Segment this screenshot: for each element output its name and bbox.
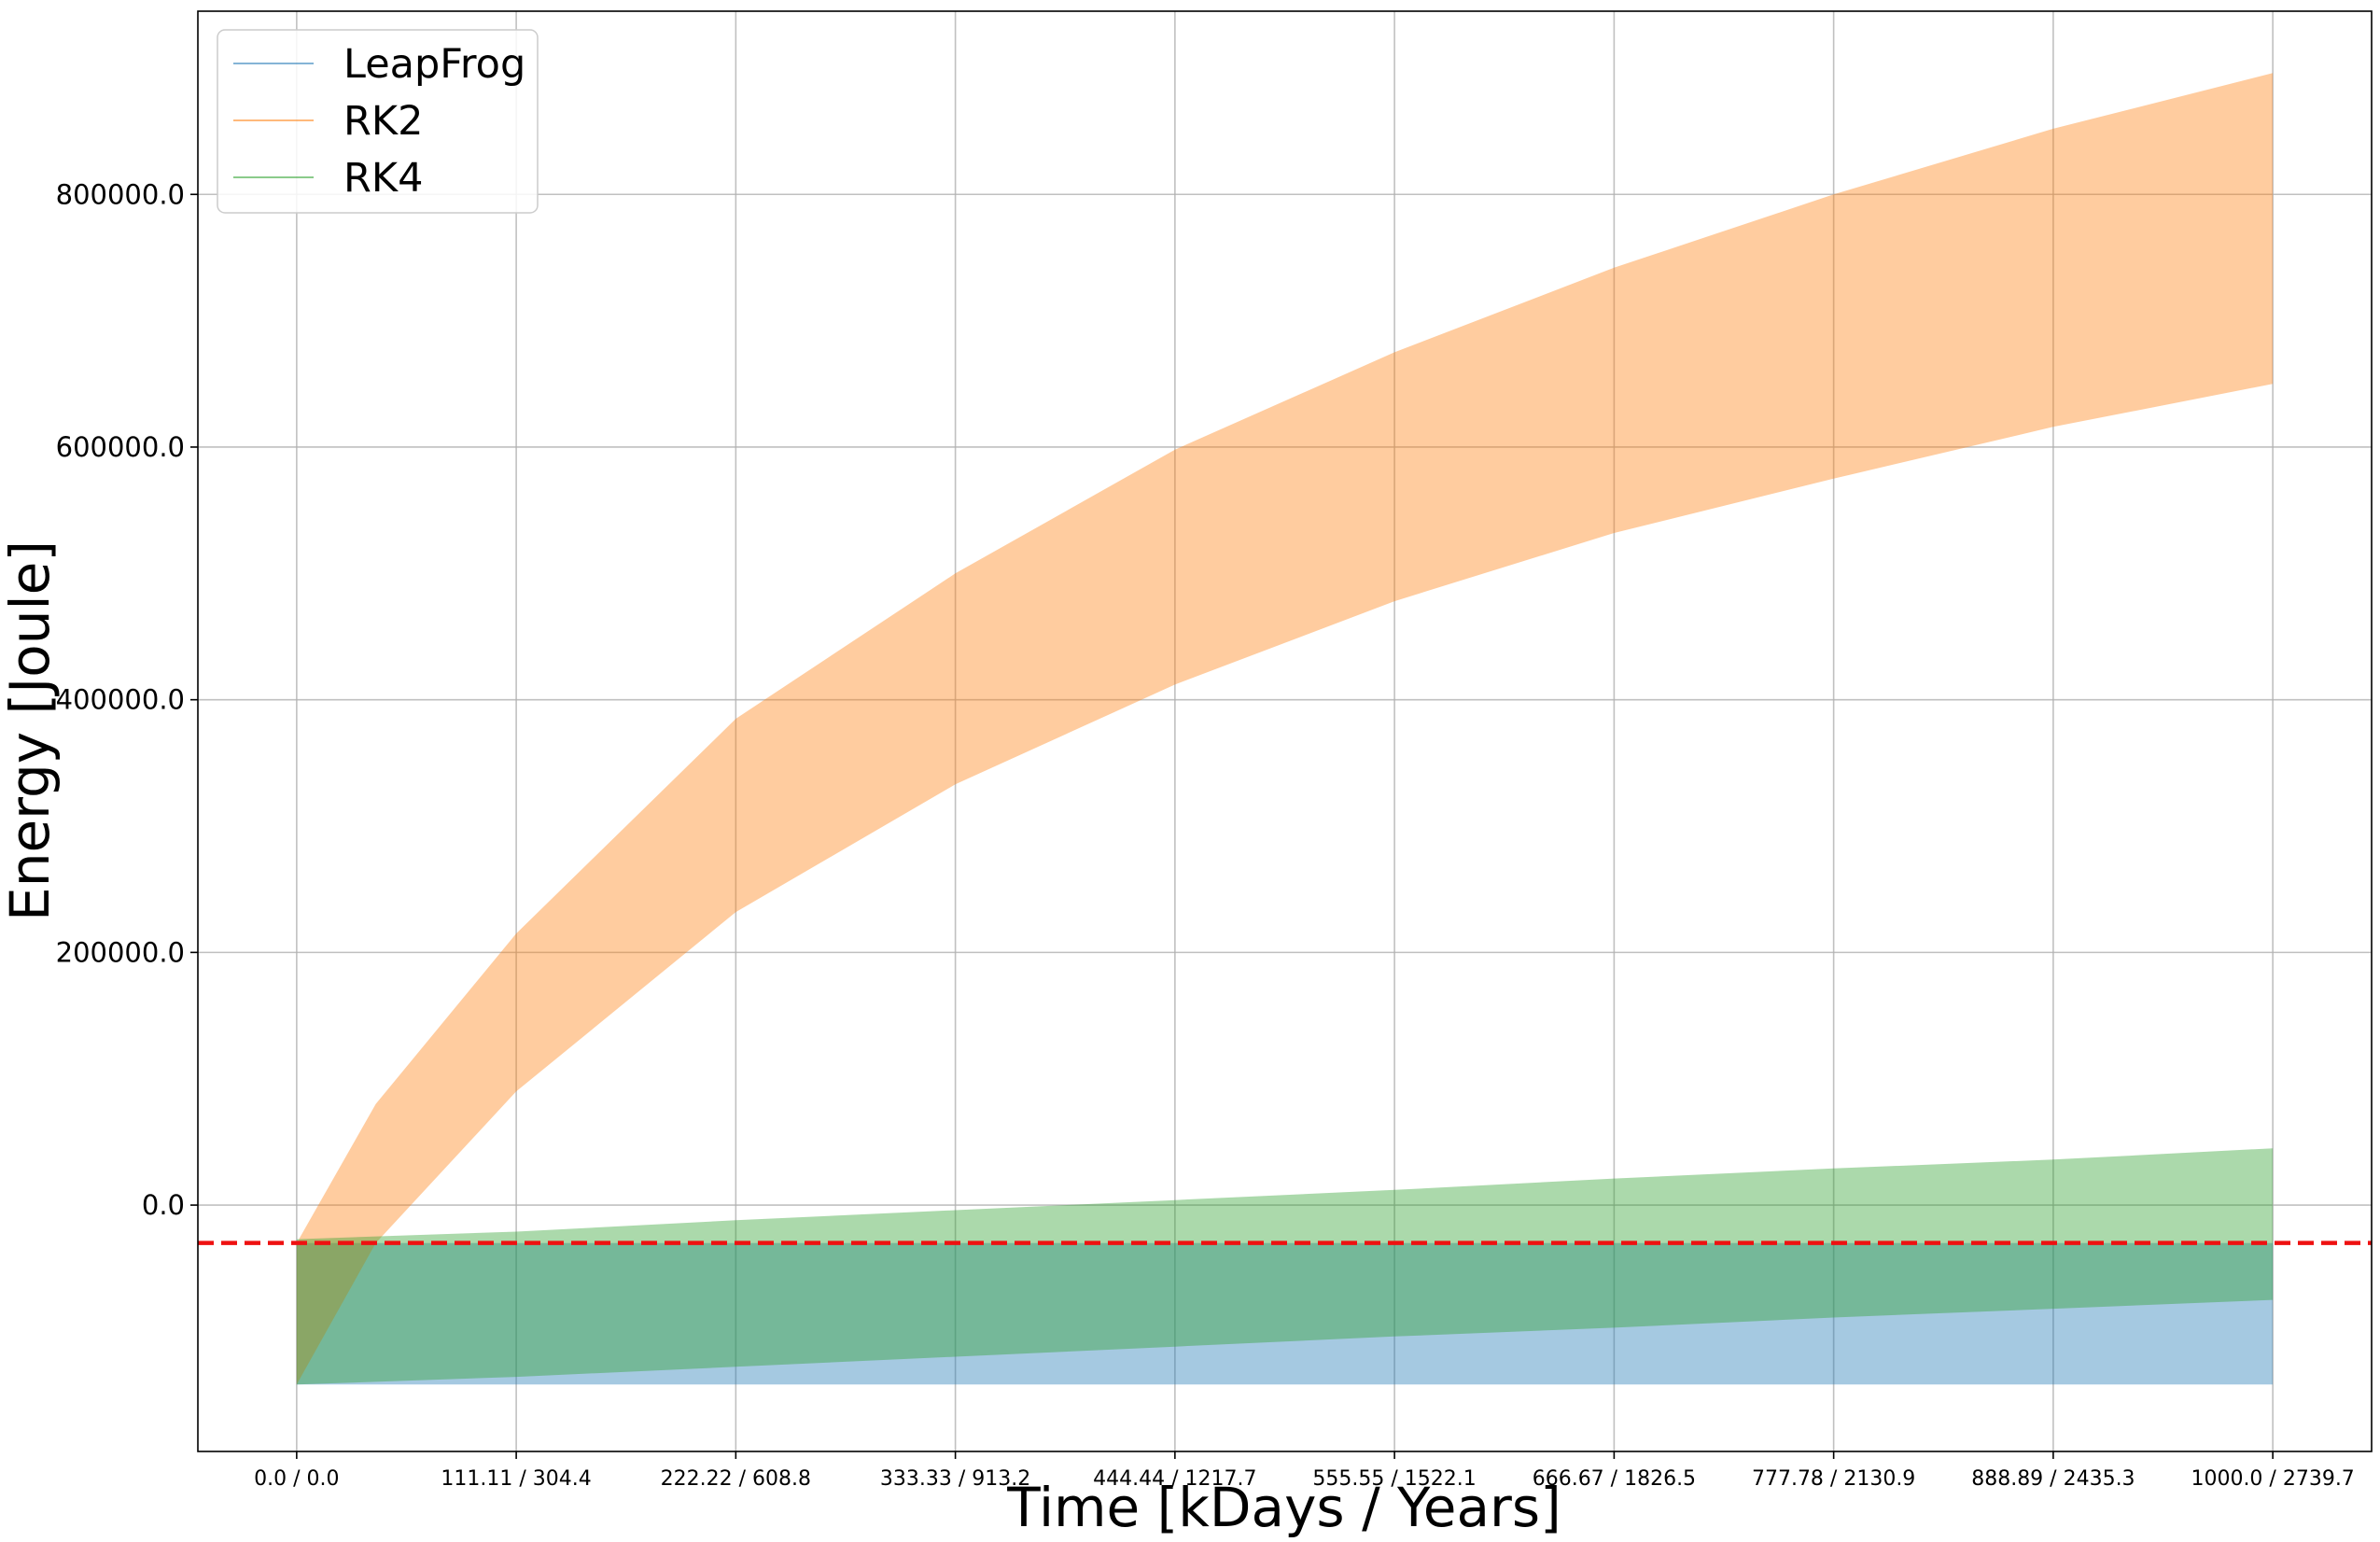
- x-tick-label-1: 111.11 / 304.4: [441, 1467, 591, 1491]
- x-tick-label-9: 1000.0 / 2739.7: [2191, 1467, 2354, 1491]
- y-tick-label-0: 0.0: [142, 1189, 185, 1221]
- x-tick-label-8: 888.89 / 2435.3: [1971, 1467, 2135, 1491]
- x-tick-label-6: 666.67 / 1826.5: [1533, 1467, 1696, 1491]
- legend-label-leapfrog: LeapFrog: [343, 41, 525, 88]
- x-tick-label-0: 0.0 / 0.0: [254, 1467, 339, 1491]
- legend-box: [217, 29, 539, 214]
- plot-frame: [197, 10, 2373, 1452]
- series-band-rk2: [296, 73, 2274, 1385]
- y-tick-label-2: 400000.0: [56, 684, 185, 716]
- y-axis-ticks: 0.0 200000.0 400000.0 600000.0 800000.0: [56, 178, 198, 1221]
- legend-label-rk4: RK4: [343, 155, 423, 202]
- x-tick-label-4: 444.44 / 1217.7: [1093, 1467, 1256, 1491]
- y-tick-label-4: 800000.0: [56, 178, 185, 210]
- series-band-rk4: [296, 1148, 2274, 1385]
- legend: LeapFrog RK2 RK4: [217, 29, 539, 214]
- grid-lines: [198, 11, 2372, 1451]
- x-tick-label-3: 333.33 / 913.2: [880, 1467, 1030, 1491]
- x-tick-label-2: 222.22 / 608.8: [661, 1467, 811, 1491]
- x-tick-label-5: 555.55 / 1522.1: [1312, 1467, 1476, 1491]
- series-band-leapfrog: [296, 1242, 2274, 1385]
- x-tick-label-7: 777.78 / 2130.9: [1752, 1467, 1915, 1491]
- y-tick-label-1: 200000.0: [56, 936, 185, 968]
- x-axis-ticks: 0.0 / 0.0 111.11 / 304.4 222.22 / 608.8 333…: [254, 1451, 2355, 1491]
- plot-background: [198, 11, 2372, 1451]
- y-axis-title: Energy [Joule]: [0, 540, 62, 921]
- y-tick-label-3: 600000.0: [56, 431, 185, 463]
- series-bands: [296, 73, 2274, 1385]
- legend-label-rk2: RK2: [343, 98, 423, 145]
- x-axis-title: Time [kDays / Years]: [1006, 1476, 1561, 1539]
